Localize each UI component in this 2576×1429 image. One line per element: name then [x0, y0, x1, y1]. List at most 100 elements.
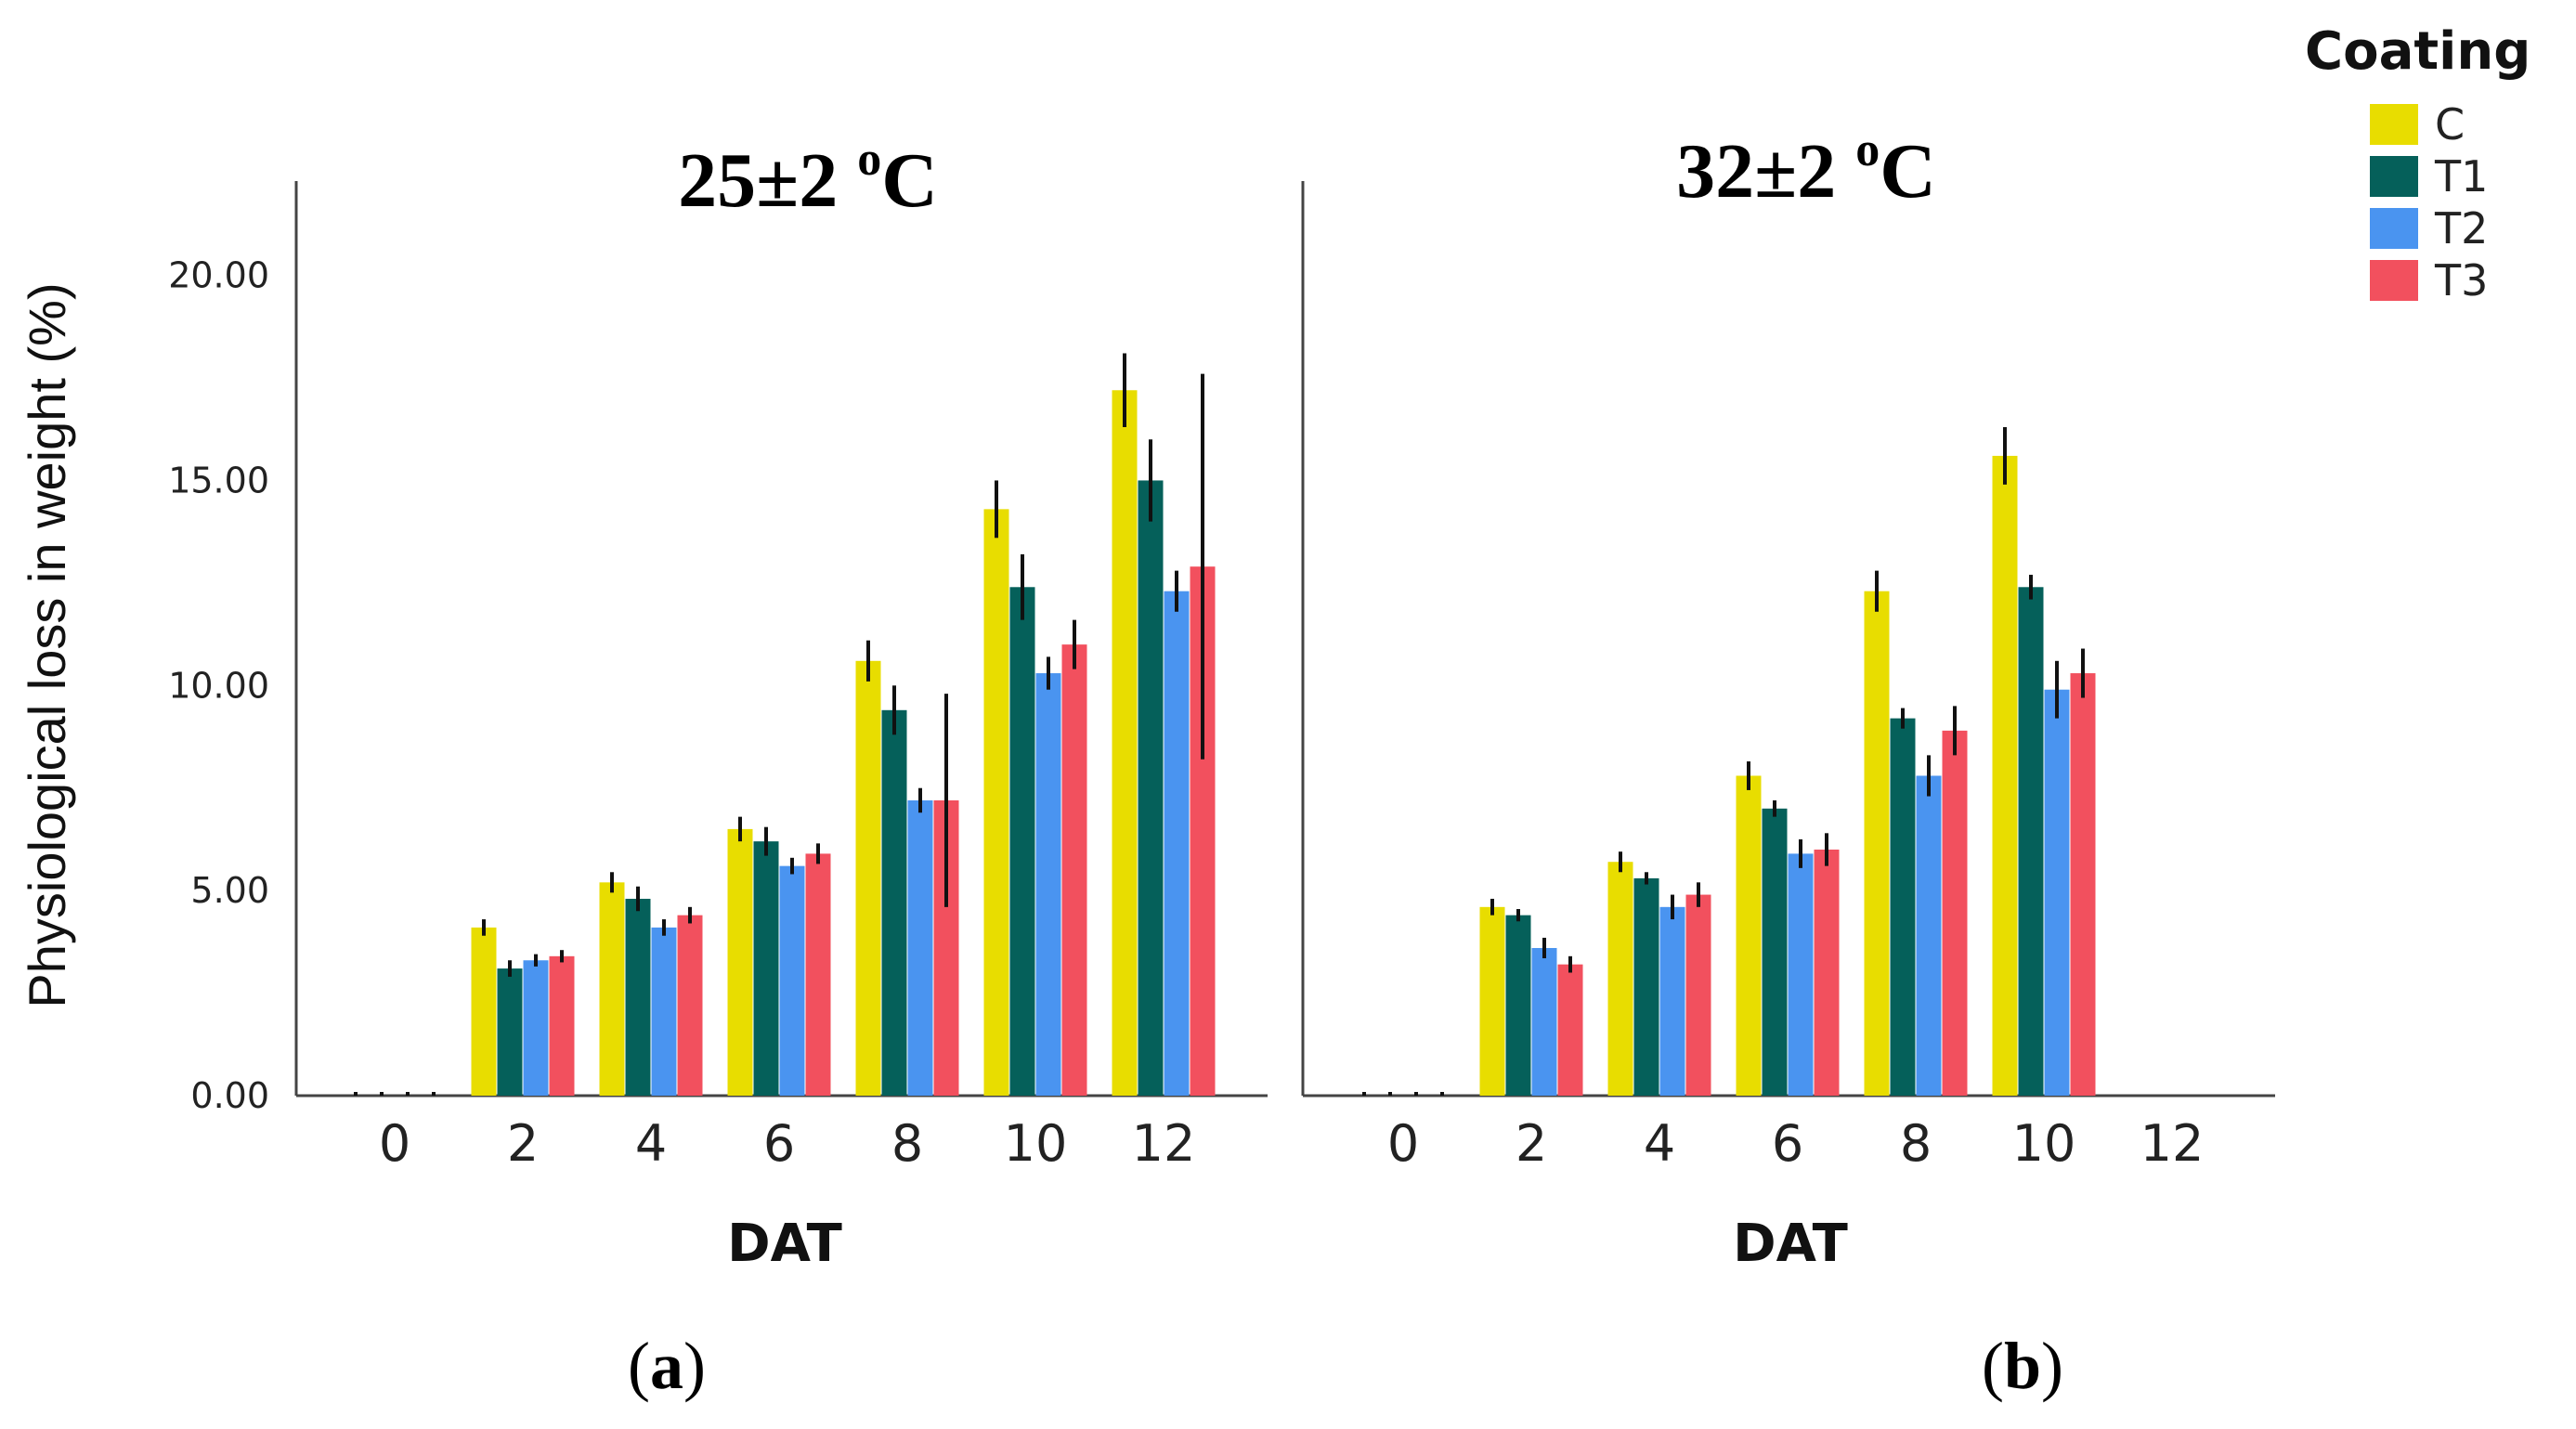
bar-T1-2: [497, 968, 523, 1096]
bar-T2-8: [907, 799, 933, 1096]
bar-T3-2: [549, 955, 575, 1096]
x-tick-label: 6: [763, 1114, 795, 1173]
bar-T1-10: [2018, 587, 2044, 1096]
x-tick-label: 6: [1772, 1114, 1803, 1173]
panel-b-x-axis-title: DAT: [1733, 1214, 1848, 1274]
bar-T1-6: [753, 841, 779, 1096]
panel-b-title-prefix: 32±2: [1676, 128, 1855, 214]
bar-C-0: [1362, 1092, 1366, 1096]
bar-T2-0: [406, 1092, 410, 1096]
x-tick-label: 8: [891, 1114, 923, 1173]
y-tick-labels: 0.00 5.00 10.00 15.00 20.00: [168, 255, 269, 1116]
bar-T2-2: [523, 960, 549, 1096]
panel-a-x-axis-title: DAT: [727, 1214, 842, 1274]
legend-swatch-T1: [2370, 156, 2418, 197]
bar-T1-0: [380, 1092, 384, 1096]
bar-T2-4: [651, 927, 677, 1096]
panel-b: 0 2 4 6 8 10 12 32±2 oC DAT (b): [1301, 123, 2275, 1403]
bar-C-10: [1992, 455, 2018, 1096]
x-tick-label: 0: [1387, 1114, 1419, 1173]
panel-a-tag-letter: a: [650, 1329, 683, 1403]
bar-T1-8: [1890, 718, 1916, 1096]
x-tick-label: 4: [1644, 1114, 1675, 1173]
bar-T2-6: [779, 865, 805, 1096]
bar-C-10: [983, 509, 1009, 1096]
legend-title: Coating: [2305, 21, 2530, 82]
legend-label-T3: T3: [2434, 255, 2488, 305]
bar-T2-12: [1164, 591, 1190, 1096]
bar-C-6: [1736, 775, 1762, 1096]
bar-C-8: [855, 660, 881, 1096]
x-tick-label: 12: [2140, 1114, 2205, 1173]
y-tick-label: 0.00: [190, 1075, 269, 1116]
bar-T2-6: [1788, 853, 1814, 1096]
x-tick-label: 2: [1516, 1114, 1547, 1173]
bar-T3-10: [1061, 644, 1087, 1096]
bar-C-8: [1864, 591, 1890, 1096]
bar-T3-2: [1557, 964, 1583, 1096]
bar-T3-10: [2070, 673, 2096, 1096]
panel-a-title: 25±2 oC: [678, 133, 938, 224]
bar-C-4: [1607, 862, 1633, 1096]
bar-T2-10: [1035, 673, 1061, 1096]
panel-b-x-tick-labels: 0 2 4 6 8 10 12: [1387, 1114, 2205, 1173]
panel-a-title-unit: C: [881, 137, 938, 224]
bar-T2-4: [1659, 906, 1685, 1096]
x-tick-label: 2: [507, 1114, 539, 1173]
panel-a-title-prefix: 25±2: [678, 137, 857, 224]
x-tick-label: 0: [379, 1114, 410, 1173]
bar-T1-4: [625, 898, 651, 1096]
panel-a-title-superscript: o: [857, 133, 881, 186]
bar-T3-6: [1814, 849, 1840, 1096]
bar-T3-4: [1685, 894, 1711, 1096]
y-tick-label: 5.00: [190, 870, 269, 911]
x-tick-label: 8: [1900, 1114, 1932, 1173]
legend-label-C: C: [2435, 99, 2465, 149]
bar-C-12: [1112, 390, 1138, 1096]
panel-a-bars: [354, 353, 1216, 1096]
y-tick-label: 20.00: [168, 255, 269, 296]
legend-swatch-T3: [2370, 260, 2418, 301]
panel-b-tag: (b): [1982, 1329, 2063, 1403]
panel-a-tag: (a): [628, 1329, 706, 1403]
y-axis-title: Physiological loss in weight (%): [18, 282, 76, 1007]
x-tick-label: 4: [635, 1114, 667, 1173]
y-tick-label: 15.00: [168, 460, 269, 500]
x-tick-label: 10: [2012, 1114, 2076, 1173]
y-tick-label: 10.00: [168, 665, 269, 706]
bar-C-2: [471, 927, 497, 1096]
bar-T3-8: [1942, 730, 1968, 1096]
bar-T3-0: [432, 1092, 436, 1096]
bar-T1-0: [1388, 1092, 1392, 1096]
bar-T1-2: [1505, 915, 1531, 1096]
bar-T3-4: [677, 915, 703, 1096]
bar-T3-6: [805, 853, 831, 1096]
legend-label-T1: T1: [2434, 151, 2488, 201]
x-tick-label: 12: [1132, 1114, 1196, 1173]
panel-b-title-superscript: o: [1855, 123, 1880, 176]
bar-C-4: [599, 882, 625, 1096]
panel-a-x-tick-labels: 0 2 4 6 8 10 12: [379, 1114, 1196, 1173]
panel-a: 0 2 4 6 8 10 12 25±2 oC DAT (a): [294, 133, 1268, 1403]
bar-C-2: [1479, 906, 1505, 1096]
panel-b-tag-letter: b: [2004, 1329, 2041, 1403]
bar-T2-0: [1414, 1092, 1418, 1096]
x-tick-label: 10: [1004, 1114, 1068, 1173]
bar-T1-4: [1633, 877, 1659, 1096]
bar-T1-10: [1009, 587, 1035, 1096]
legend-swatch-C: [2370, 104, 2418, 145]
bar-T2-8: [1916, 775, 1942, 1096]
bar-T2-2: [1531, 947, 1557, 1096]
bar-T1-8: [881, 709, 907, 1096]
bar-T1-6: [1762, 808, 1788, 1096]
bar-T1-12: [1138, 480, 1164, 1096]
bar-C-0: [354, 1092, 358, 1096]
panel-b-bars: [1362, 427, 2096, 1096]
bar-C-6: [727, 828, 753, 1096]
bar-T2-10: [2044, 689, 2070, 1096]
panel-b-title: 32±2 oC: [1676, 123, 1936, 214]
bar-T3-0: [1440, 1092, 1444, 1096]
